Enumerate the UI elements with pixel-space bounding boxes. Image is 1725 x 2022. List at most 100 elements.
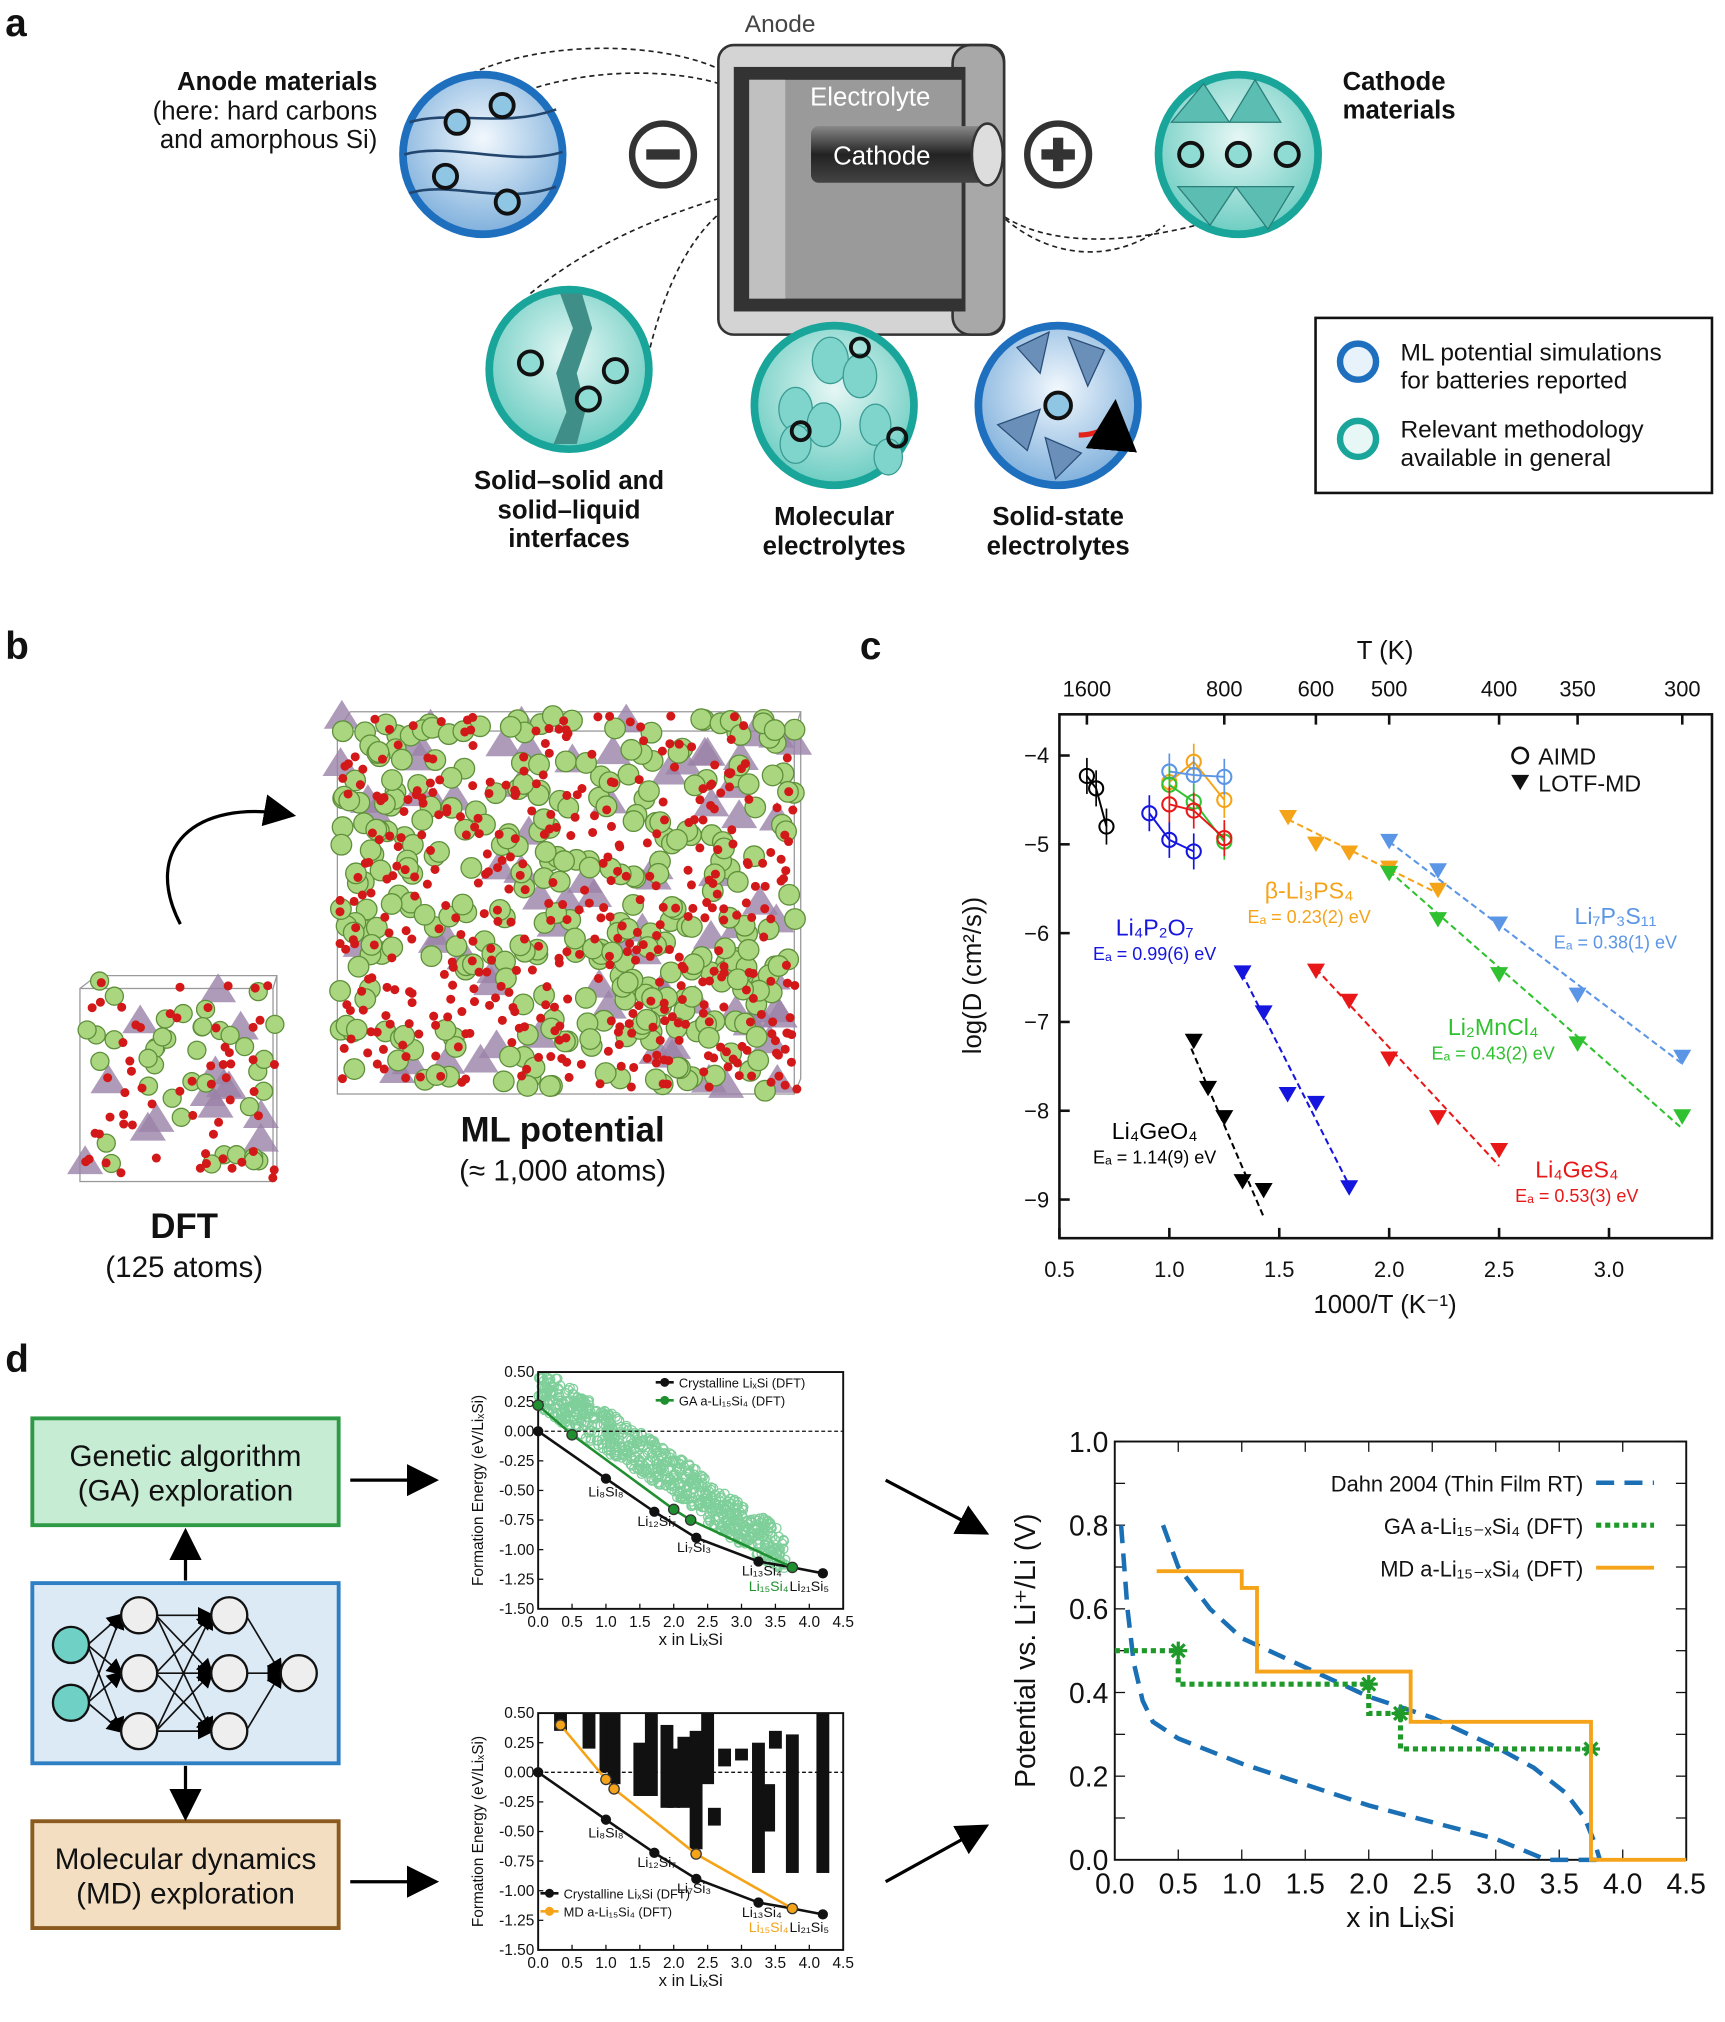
ga-structure-point xyxy=(704,1516,716,1527)
ga-marker xyxy=(1391,1704,1410,1723)
ga-structure-point xyxy=(596,1438,608,1450)
o-atom xyxy=(727,825,737,835)
nn-node xyxy=(210,1711,249,1751)
o-atom xyxy=(616,1061,626,1071)
o-atom xyxy=(605,912,615,922)
y-tick-label: 0.0 xyxy=(1069,1844,1108,1876)
o-atom xyxy=(519,766,529,776)
ga-structure-point xyxy=(547,1395,558,1406)
aimd-point xyxy=(1141,805,1158,822)
o-atom xyxy=(474,829,484,839)
o-atom xyxy=(546,915,556,925)
o-atom xyxy=(655,1035,665,1045)
hop-arrow-icon xyxy=(1078,399,1137,453)
interfaces-label-1: Solid–solid and xyxy=(474,467,664,495)
o-atom xyxy=(374,835,384,845)
o-atom xyxy=(544,748,554,758)
ga-structure-point xyxy=(560,1387,571,1399)
o-atom xyxy=(716,788,726,798)
o-atom xyxy=(268,1173,278,1183)
lotf-point xyxy=(1306,1095,1325,1112)
o-atom xyxy=(350,752,360,762)
interfaces-label-2: solid–liquid xyxy=(498,497,641,525)
li-atom xyxy=(187,1040,207,1060)
o-atom xyxy=(609,778,619,788)
ga-structure-point xyxy=(634,1439,646,1451)
x-tick-label: 2.5 xyxy=(1413,1867,1452,1899)
x-axis-title: 1000/T (K⁻¹) xyxy=(1313,1291,1456,1319)
o-atom xyxy=(636,722,646,732)
x-tick-label: 3.0 xyxy=(731,1614,752,1631)
lotf-point xyxy=(1380,865,1399,882)
md-structure-points xyxy=(633,1742,647,1796)
o-atom xyxy=(653,945,663,955)
y-tick-label: -1.00 xyxy=(499,1542,534,1559)
o-atom xyxy=(534,1052,544,1062)
o-atom xyxy=(658,797,668,807)
o-atom xyxy=(353,872,363,882)
phase-label: Li₁₃Si₄ xyxy=(742,1563,782,1579)
panel-d: Genetic algorithm (GA) exploration Molec… xyxy=(30,1364,1706,1990)
legend-label: GA a-Li₁₅₋ₓSi₄ (DFT) xyxy=(1384,1514,1583,1539)
o-atom xyxy=(337,1074,347,1084)
o-atom xyxy=(648,1022,658,1032)
aimd-point xyxy=(1088,780,1105,797)
phase-label: Li₈Si₈ xyxy=(588,1483,623,1499)
o-atom xyxy=(431,1020,441,1030)
o-atom xyxy=(505,852,515,862)
ga-structure-point xyxy=(734,1515,745,1526)
o-atom xyxy=(446,994,456,1004)
md-structure-points xyxy=(752,1742,765,1873)
o-atom xyxy=(709,966,719,976)
md-structure-points xyxy=(785,1734,799,1873)
o-atom xyxy=(393,740,403,750)
o-atom xyxy=(479,909,489,919)
top-tick-label: 300 xyxy=(1664,676,1700,701)
ga-structure-point xyxy=(722,1513,734,1525)
ga-structure-point xyxy=(567,1383,579,1395)
o-atom xyxy=(677,994,687,1004)
o-atom xyxy=(704,875,714,885)
o-atom xyxy=(574,905,584,915)
li-atom xyxy=(578,856,601,879)
x-tick-label: 4.0 xyxy=(1603,1867,1642,1899)
lotf-point xyxy=(1568,987,1587,1004)
o-atom xyxy=(782,978,792,988)
o-atom xyxy=(127,1120,137,1130)
electrolyte-label: Electrolyte xyxy=(810,84,930,112)
o-atom xyxy=(679,964,689,974)
o-atom xyxy=(688,903,698,913)
series-line xyxy=(1114,1648,1591,1752)
o-atom xyxy=(576,1059,586,1069)
li-atom xyxy=(347,955,370,978)
o-atom xyxy=(203,1003,213,1013)
amorphous-point xyxy=(532,1399,544,1411)
tetrahedron xyxy=(708,1069,745,1098)
ga-box-line-1: Genetic algorithm xyxy=(70,1440,302,1473)
x-tick-label: 0.5 xyxy=(1044,1257,1074,1282)
amorphous-point xyxy=(600,1773,612,1786)
li-atom xyxy=(220,1025,240,1045)
ga-structure-point xyxy=(719,1499,730,1511)
cathode-label: Cathode xyxy=(833,143,930,171)
nn-edge xyxy=(87,1702,124,1734)
lotf-point xyxy=(1428,912,1447,928)
o-atom xyxy=(429,1011,439,1021)
o-atom xyxy=(87,1003,97,1013)
md-structure-points xyxy=(677,1736,691,1808)
o-atom xyxy=(780,1080,790,1090)
nn-node xyxy=(51,1625,91,1665)
o-atom xyxy=(646,996,656,1006)
o-atom xyxy=(363,1048,373,1058)
lotf-point xyxy=(1428,882,1447,899)
o-atom xyxy=(473,878,483,888)
x-tick-label: 1.0 xyxy=(595,1955,616,1972)
o-atom xyxy=(729,712,739,722)
panel-a: Electrolyte Cathode Anode xyxy=(153,11,1714,561)
o-atom xyxy=(422,879,432,889)
x-tick-label: 1.5 xyxy=(1264,1257,1294,1282)
lotf-point xyxy=(1306,836,1325,853)
o-atom xyxy=(399,806,409,816)
legend-item-2-line-2: available in general xyxy=(1400,445,1611,472)
o-atom xyxy=(707,903,717,913)
